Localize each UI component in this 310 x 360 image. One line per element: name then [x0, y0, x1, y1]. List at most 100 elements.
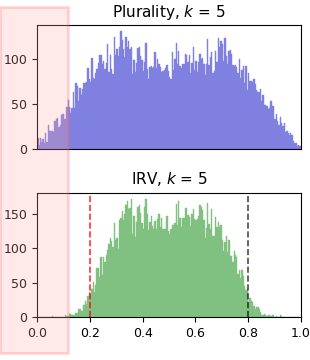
Bar	[132, 234, 133, 317]
Bar	[151, 66, 152, 149]
Bar	[68, 100, 69, 149]
Bar	[206, 228, 207, 317]
Bar	[222, 240, 223, 317]
Bar	[224, 242, 226, 317]
Bar	[75, 84, 77, 149]
Bar	[166, 66, 168, 149]
Bar	[94, 292, 95, 317]
Bar	[240, 78, 241, 149]
Bar	[210, 57, 211, 149]
Bar	[104, 262, 106, 317]
Bar	[82, 311, 83, 317]
Bar	[128, 41, 130, 149]
Bar	[270, 102, 272, 149]
Bar	[249, 298, 251, 317]
Bar	[299, 146, 301, 149]
Bar	[120, 219, 122, 317]
Bar	[261, 315, 263, 317]
Bar	[42, 139, 44, 149]
Bar	[185, 54, 186, 149]
Bar	[52, 316, 53, 317]
Bar	[122, 40, 123, 149]
Bar	[269, 315, 270, 317]
Bar	[286, 131, 288, 149]
Bar	[95, 285, 96, 317]
Bar	[187, 215, 189, 317]
Bar	[64, 118, 65, 149]
Bar	[201, 207, 202, 317]
Bar	[82, 89, 83, 149]
Bar	[100, 55, 102, 149]
Bar	[277, 121, 278, 149]
Bar	[281, 316, 282, 317]
Bar	[175, 43, 177, 149]
Bar	[181, 68, 182, 149]
Bar	[141, 60, 143, 149]
Bar	[203, 64, 205, 149]
Bar	[157, 219, 158, 317]
Bar	[106, 255, 107, 317]
Bar	[214, 235, 215, 317]
Bar	[79, 88, 81, 149]
Bar	[207, 203, 208, 317]
Bar	[160, 67, 161, 149]
Bar	[248, 73, 249, 149]
Bar	[215, 217, 216, 317]
Bar	[123, 220, 124, 317]
Bar	[153, 67, 154, 149]
Bar	[212, 235, 214, 317]
Bar	[69, 314, 70, 317]
Bar	[211, 52, 212, 149]
Bar	[52, 131, 53, 149]
Bar	[107, 250, 108, 317]
Bar	[92, 78, 94, 149]
Bar	[185, 208, 186, 317]
Bar	[128, 209, 130, 317]
Bar	[178, 51, 179, 149]
Bar	[209, 224, 210, 317]
Bar	[154, 221, 156, 317]
Bar	[186, 208, 188, 317]
Bar	[96, 69, 98, 149]
Bar	[243, 276, 244, 317]
Bar	[79, 309, 81, 317]
Bar	[178, 201, 179, 317]
Bar	[117, 249, 119, 317]
Bar	[61, 115, 62, 149]
Bar	[143, 229, 144, 317]
Bar	[215, 51, 216, 149]
Bar	[137, 207, 139, 317]
Bar	[229, 50, 231, 149]
Bar	[133, 60, 135, 149]
Bar	[66, 316, 68, 317]
Bar	[81, 311, 82, 317]
Bar	[281, 123, 282, 149]
Bar	[41, 142, 42, 149]
Bar	[70, 314, 71, 317]
Bar	[246, 66, 247, 149]
Bar	[56, 118, 57, 149]
Bar	[135, 237, 136, 317]
Bar	[50, 131, 52, 149]
Bar	[256, 90, 257, 149]
Bar	[265, 315, 266, 317]
Bar	[218, 38, 219, 149]
Bar	[182, 219, 184, 317]
Bar	[205, 75, 206, 149]
Bar	[141, 222, 143, 317]
Bar	[145, 199, 147, 317]
Bar	[139, 48, 140, 149]
Bar	[123, 49, 124, 149]
Bar	[158, 64, 160, 149]
Bar	[237, 274, 239, 317]
Bar	[202, 58, 203, 149]
Bar	[117, 57, 119, 149]
Bar	[157, 59, 158, 149]
Bar	[62, 114, 64, 149]
Bar	[110, 238, 111, 317]
Bar	[126, 36, 127, 149]
Bar	[179, 66, 181, 149]
Bar	[197, 219, 198, 317]
Bar	[110, 55, 111, 149]
Bar	[236, 67, 237, 149]
